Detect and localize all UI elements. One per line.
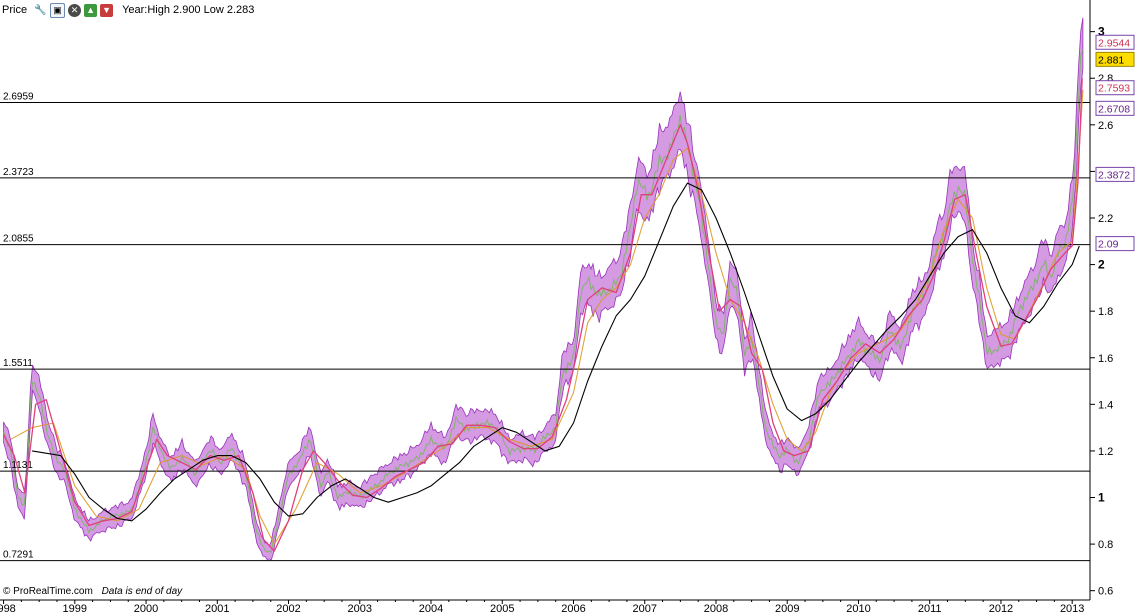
level-label-2: 2.0855: [3, 234, 34, 245]
footer: © ProRealTime.com Data is end of day: [3, 586, 182, 597]
y-tick-label-3: 1.2: [1098, 446, 1113, 458]
x-tick-label-2: 2000: [134, 603, 158, 614]
x-tick-label-0: 1998: [0, 603, 16, 614]
level-label-3: 1.5511: [3, 358, 33, 369]
series-ma-long: [32, 182, 1080, 522]
price-band: [3, 17, 1084, 561]
x-tick-label-10: 2008: [704, 603, 728, 614]
window-icon[interactable]: ▣: [50, 2, 66, 18]
price-tags: 2.9544 2.881 2.7593 2.6708 2.3872 2.09: [1095, 34, 1135, 252]
x-tick-label-9: 2007: [632, 603, 656, 614]
x-tick-label-13: 2011: [918, 603, 942, 614]
close-icon[interactable]: ✕: [68, 3, 82, 17]
arrow-down-icon[interactable]: ▼: [100, 3, 114, 17]
horizontal-levels: 2.6959 2.3723 2.0855 1.5511 1.1131 0.7291: [0, 91, 1090, 562]
price-tag-label-2: 2.7593: [1098, 83, 1130, 95]
level-label-4: 1.1131: [3, 460, 33, 471]
panel-title: Price: [2, 4, 28, 16]
price-tag-label-0: 2.9544: [1098, 37, 1130, 49]
y-tick-label-1: 0.8: [1098, 539, 1113, 551]
price-tag-box-5[interactable]: [1095, 236, 1135, 252]
x-tick-label-1: 1999: [63, 603, 87, 614]
arrow-up-icon[interactable]: ▲: [84, 3, 98, 17]
y-tick-label-10: 2.6: [1098, 120, 1113, 132]
x-tick-label-4: 2002: [276, 603, 300, 614]
x-tick-label-11: 2009: [775, 603, 799, 614]
copyright-text[interactable]: © ProRealTime.com: [3, 586, 93, 597]
series-ma-medium: [10, 89, 1084, 545]
price-tag-box-0[interactable]: [1095, 34, 1135, 50]
y-tick-label-4: 1.4: [1098, 399, 1113, 411]
wrench-icon[interactable]: 🔧: [34, 4, 47, 16]
y-tick-label-12: 3: [1098, 25, 1105, 39]
price-tag-box-2[interactable]: [1095, 80, 1135, 96]
y-tick-label-8: 2.2: [1098, 213, 1113, 225]
x-tick-label-15: 2013: [1060, 603, 1084, 614]
y-tick-label-6: 1.8: [1098, 306, 1113, 318]
y-tick-label-5: 1.6: [1098, 353, 1113, 365]
y-tick-label-0: 0.6: [1098, 586, 1113, 598]
x-tick-label-7: 2005: [490, 603, 514, 614]
chart-toolbar: Price 🔧 ▣ ✕ ▲ ▼ Year:High 2.900 Low 2.28…: [2, 2, 254, 18]
x-tick-label-5: 2003: [348, 603, 372, 614]
x-tick-label-3: 2001: [205, 603, 229, 614]
data-note: Data is end of day: [101, 586, 183, 597]
x-tick-label-6: 2004: [419, 603, 443, 614]
level-label-5: 0.7291: [3, 550, 34, 561]
price-series-line: [3, 50, 1084, 554]
y-tick-label-2: 1: [1098, 491, 1105, 505]
y-tick-label-7: 2: [1098, 258, 1105, 272]
price-tag-box-3[interactable]: [1095, 100, 1135, 116]
level-label-0: 2.6959: [3, 91, 34, 102]
price-tag-label-3: 2.6708: [1098, 103, 1130, 115]
price-tag-label-5: 2.09: [1098, 239, 1119, 251]
price-tag-label-1: 2.881: [1098, 54, 1124, 66]
x-tick-label-8: 2006: [561, 603, 585, 614]
level-label-1: 2.3723: [3, 167, 34, 178]
price-tag-label-4: 2.3872: [1098, 169, 1130, 181]
x-tick-label-12: 2010: [846, 603, 870, 614]
price-tag-box-4[interactable]: [1095, 166, 1135, 182]
series-lines: [3, 78, 1084, 552]
price-range-band: [3, 17, 1084, 561]
year-high-low-info: Year:High 2.900 Low 2.283: [122, 4, 255, 16]
series-ma-fast: [3, 78, 1083, 552]
price-tag-box-1[interactable]: [1095, 51, 1135, 67]
x-tick-label-14: 2012: [989, 603, 1013, 614]
